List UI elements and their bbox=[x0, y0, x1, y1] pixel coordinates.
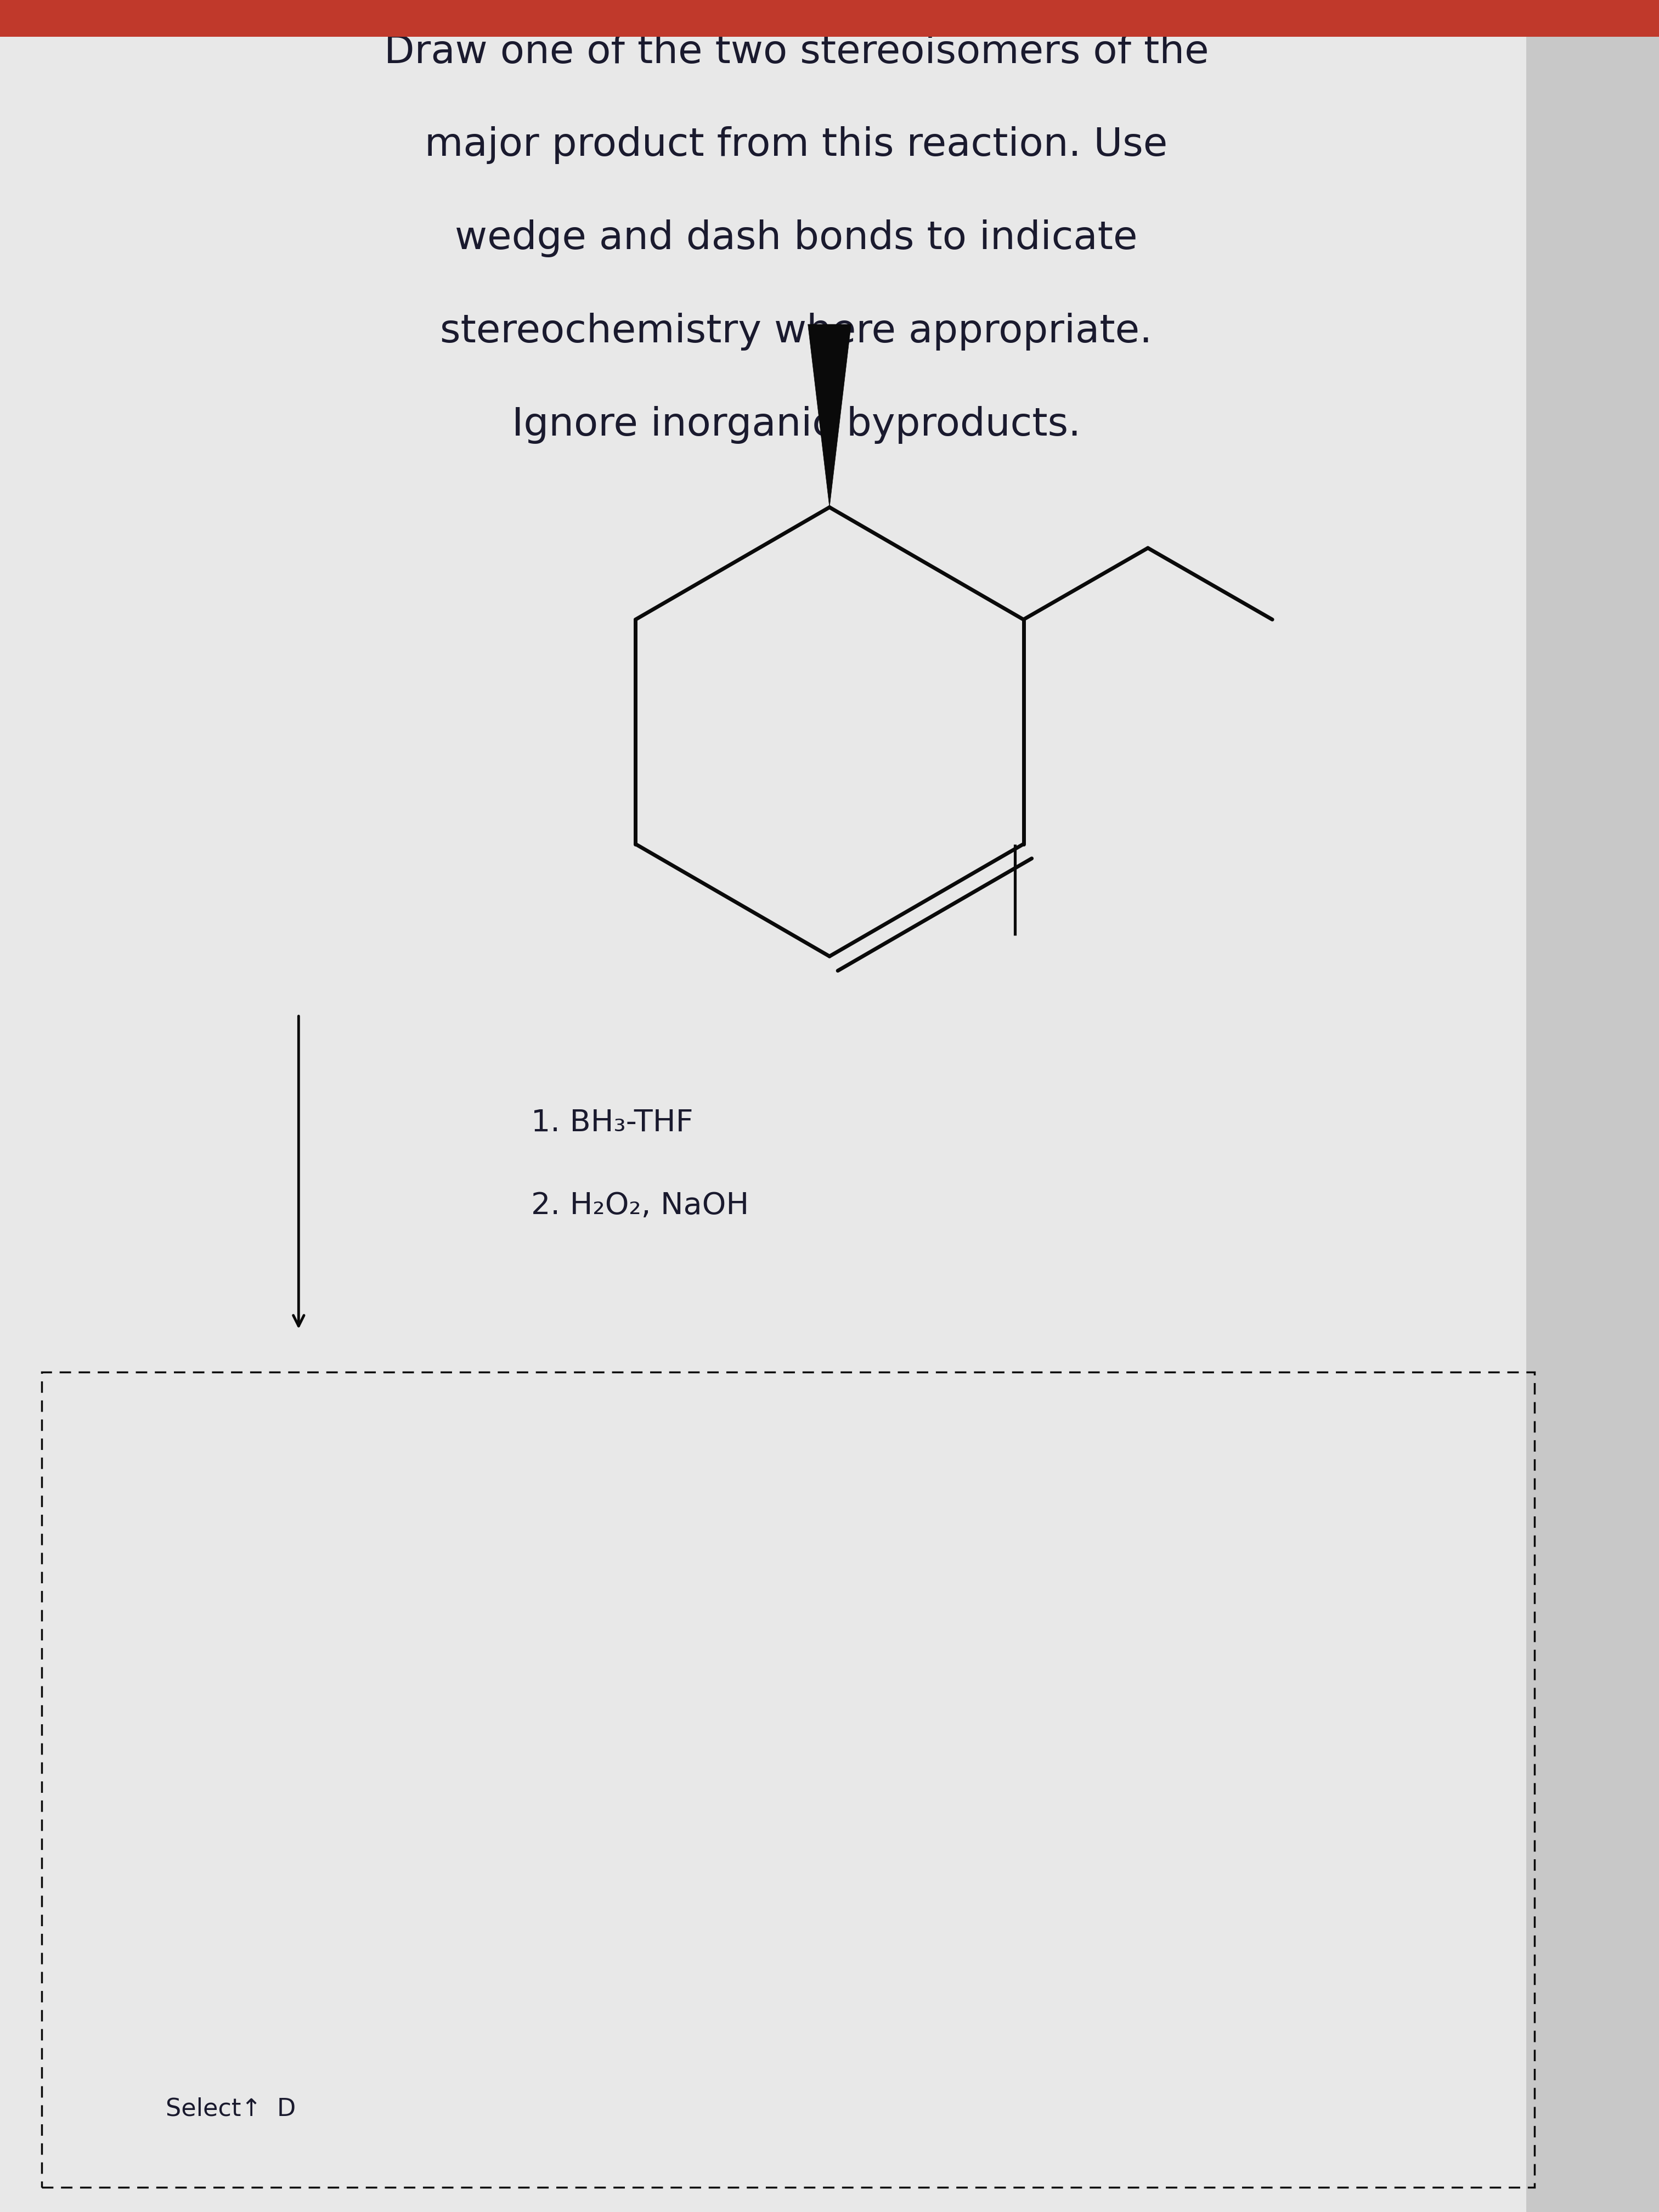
Text: Select↑  D: Select↑ D bbox=[166, 2097, 295, 2121]
Bar bbox=[1526, 0, 1659, 2212]
Text: wedge and dash bonds to indicate: wedge and dash bonds to indicate bbox=[455, 219, 1138, 257]
Polygon shape bbox=[808, 325, 851, 507]
Bar bbox=[41, 1371, 1535, 2188]
Text: 2. H₂O₂, NaOH: 2. H₂O₂, NaOH bbox=[531, 1190, 748, 1221]
Text: Ignore inorganic byproducts.: Ignore inorganic byproducts. bbox=[513, 405, 1080, 445]
Bar bbox=[0, 0, 1659, 38]
Text: major product from this reaction. Use: major product from this reaction. Use bbox=[425, 126, 1168, 164]
Text: stereochemistry where appropriate.: stereochemistry where appropriate. bbox=[440, 312, 1153, 349]
Text: 1. BH₃-THF: 1. BH₃-THF bbox=[531, 1108, 693, 1137]
Text: Draw one of the two stereoisomers of the: Draw one of the two stereoisomers of the bbox=[383, 33, 1209, 71]
